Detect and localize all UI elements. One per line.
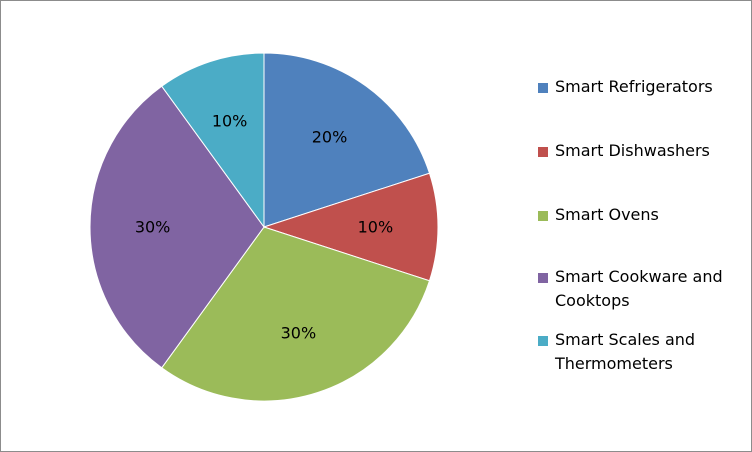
legend-label: Smart Ovens (555, 205, 659, 224)
legend-swatch (538, 147, 548, 157)
legend-swatch (538, 83, 548, 93)
pie-slices (89, 52, 439, 402)
slice-data-label: 20% (312, 127, 348, 146)
legend-swatch (538, 211, 548, 221)
pie-slice (262, 172, 439, 282)
legend-swatch (538, 336, 548, 346)
slice-data-label: 10% (358, 218, 394, 237)
pie-slice (263, 52, 431, 228)
slice-data-label: 30% (281, 323, 317, 342)
slice-data-label: 30% (135, 218, 171, 237)
legend-label: Smart Cookware and Cooktops (555, 267, 723, 310)
legend-label: Smart Scales and Thermometers (555, 330, 696, 373)
legend-label: Smart Dishwashers (555, 141, 710, 160)
pie-slice (89, 85, 265, 369)
pie-data-labels: 20% 10% 30% 30% 10% (135, 112, 393, 343)
pie-slice (161, 226, 431, 402)
legend-label: Smart Refrigerators (555, 77, 713, 96)
pie-slice (161, 52, 265, 229)
legend-swatch (538, 273, 548, 283)
slice-data-label: 10% (212, 112, 248, 131)
